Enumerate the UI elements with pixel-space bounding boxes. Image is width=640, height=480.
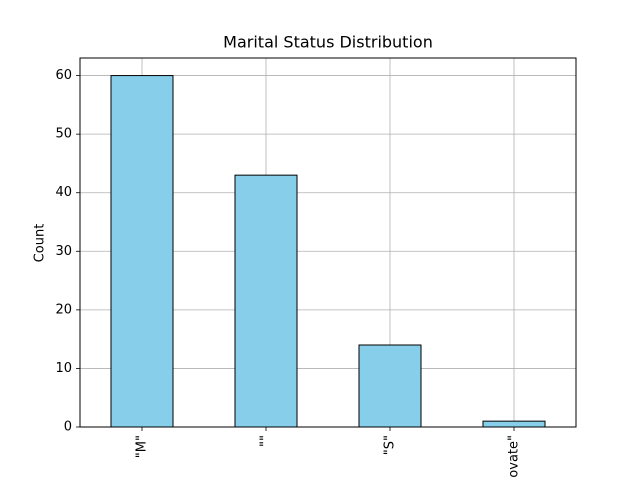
- y-tick-label: 30: [55, 244, 72, 259]
- y-axis-label: Count: [33, 224, 48, 263]
- x-tick-label: "M": [135, 435, 150, 458]
- bar: [234, 174, 298, 428]
- y-tick-label: 60: [55, 68, 72, 83]
- bar: [110, 75, 174, 428]
- y-tick-label: 20: [55, 302, 72, 317]
- bar: [358, 344, 422, 428]
- plot-frame: [79, 57, 577, 428]
- x-tick-label: "": [259, 435, 274, 447]
- x-tick-label: "S": [383, 435, 398, 455]
- x-tick-label: ovate": [507, 435, 522, 478]
- y-tick-label: 50: [55, 127, 72, 142]
- y-tick-label: 0: [64, 420, 72, 435]
- y-tick-label: 10: [55, 361, 72, 376]
- chart-title: Marital Status Distribution: [223, 33, 433, 52]
- bar: [482, 420, 546, 428]
- y-tick-label: 40: [55, 185, 72, 200]
